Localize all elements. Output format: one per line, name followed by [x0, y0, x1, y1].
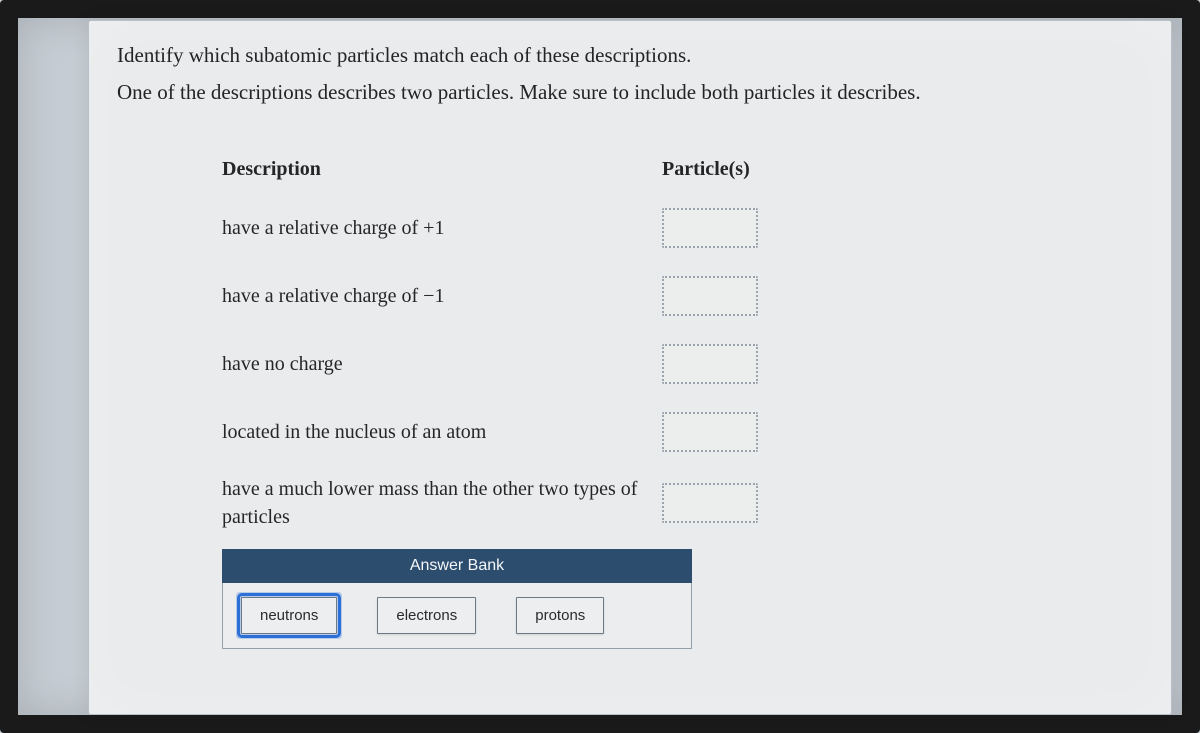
description-row: located in the nucleus of an atom [222, 407, 1073, 457]
particle-dropzone[interactable] [662, 276, 758, 316]
description-row: have a much lower mass than the other tw… [222, 475, 1073, 531]
description-row: have no charge [222, 339, 1073, 389]
description-rows: have a relative charge of +1 have a rela… [222, 203, 1073, 541]
particle-dropzone[interactable] [662, 208, 758, 248]
exercise-area: Description Particle(s) have a relative … [117, 158, 1143, 541]
description-header: Description [222, 158, 321, 180]
answer-tile-protons[interactable]: protons [516, 597, 604, 634]
particles-header: Particle(s) [662, 158, 750, 180]
answer-tile-neutrons[interactable]: neutrons [241, 597, 337, 634]
instruction-line-2: One of the descriptions describes two pa… [117, 76, 1143, 109]
particle-dropzone[interactable] [662, 412, 758, 452]
particle-dropzone[interactable] [662, 483, 758, 523]
description-text: located in the nucleus of an atom [222, 418, 662, 446]
question-instructions: Identify which subatomic particles match… [117, 39, 1143, 108]
particle-dropzone[interactable] [662, 344, 758, 384]
description-text: have a much lower mass than the other tw… [222, 475, 662, 531]
description-text: have no charge [222, 350, 662, 378]
answer-tile-electrons[interactable]: electrons [377, 597, 476, 634]
description-row: have a relative charge of −1 [222, 271, 1073, 321]
question-panel: Identify which subatomic particles match… [88, 20, 1172, 715]
answer-bank: Answer Bank neutrons electrons protons [222, 549, 692, 649]
description-text: have a relative charge of +1 [222, 214, 662, 242]
description-text: have a relative charge of −1 [222, 282, 662, 310]
answer-bank-body: neutrons electrons protons [222, 583, 692, 649]
answer-bank-title: Answer Bank [222, 549, 692, 583]
column-headers: Description Particle(s) [222, 158, 1073, 181]
screen-frame: Identify which subatomic particles match… [0, 0, 1200, 733]
description-row: have a relative charge of +1 [222, 203, 1073, 253]
instruction-line-1: Identify which subatomic particles match… [117, 39, 1143, 72]
